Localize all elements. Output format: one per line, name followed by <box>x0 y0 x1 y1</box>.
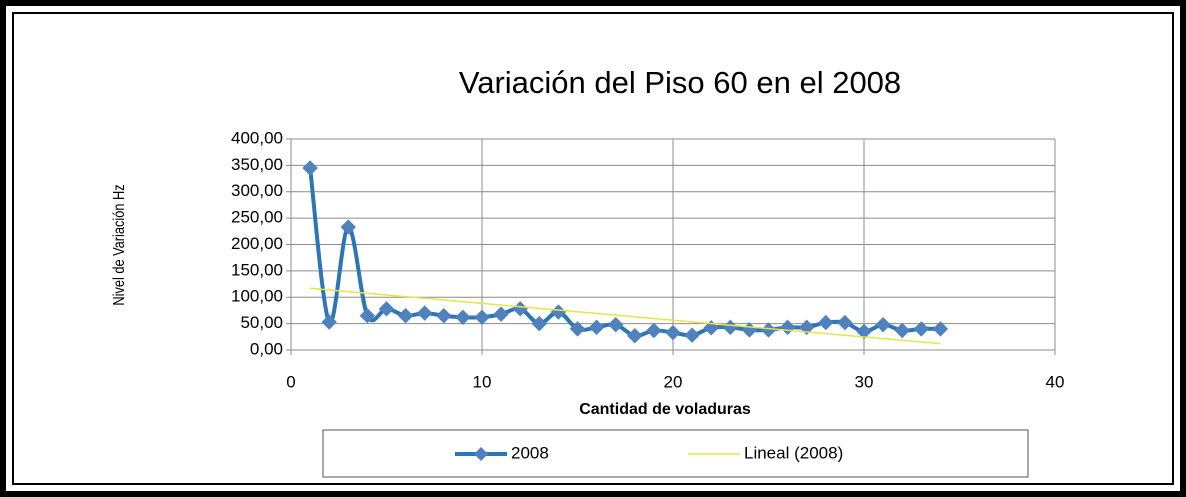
x-tick-label: 30 <box>855 372 874 391</box>
point <box>627 328 643 344</box>
y-tick-label: 200,00 <box>231 234 283 253</box>
point <box>474 309 490 326</box>
point <box>837 314 853 331</box>
x-axis-title: Cantidad de voladuras <box>579 401 751 418</box>
y-tick-label: 50,00 <box>240 313 283 332</box>
point <box>569 321 586 337</box>
point <box>359 308 376 324</box>
legend-marker <box>474 447 488 461</box>
x-tick-label: 0 <box>286 372 295 391</box>
point <box>646 322 662 339</box>
y-tick-label: 400,00 <box>231 128 283 147</box>
y-tick-label: 0,00 <box>250 339 283 358</box>
point <box>932 321 949 337</box>
point <box>436 308 452 324</box>
point <box>856 323 872 340</box>
point <box>493 306 509 322</box>
point <box>455 309 471 326</box>
point <box>913 321 930 337</box>
trend-line <box>310 287 941 345</box>
chart-title: Variación del Piso 60 en el 2008 <box>459 65 901 100</box>
point <box>779 319 796 336</box>
point <box>684 327 700 343</box>
x-tick-label: 40 <box>1046 372 1065 391</box>
point <box>416 305 433 321</box>
point <box>588 319 605 336</box>
point <box>397 308 414 324</box>
point <box>378 301 395 317</box>
point <box>818 314 834 331</box>
point <box>665 324 681 341</box>
legend-box <box>322 429 1029 478</box>
y-axis-title: Nivel de Variación Hz <box>111 184 129 305</box>
point <box>875 316 891 333</box>
point <box>894 322 910 339</box>
point <box>531 315 548 332</box>
point <box>607 316 624 333</box>
y-tick-label: 350,00 <box>231 155 283 174</box>
y-tick-label: 250,00 <box>231 208 283 227</box>
point <box>798 319 815 336</box>
legend-label: 2008 <box>511 443 549 462</box>
point <box>302 160 318 176</box>
legend-label: Lineal (2008) <box>744 443 843 462</box>
point <box>321 314 337 330</box>
y-tick-label: 150,00 <box>231 260 283 279</box>
point <box>340 219 357 235</box>
inner-frame <box>12 12 1174 485</box>
y-tick-label: 300,00 <box>231 181 283 200</box>
y-tick-label: 100,00 <box>231 287 283 306</box>
x-tick-label: 10 <box>473 372 492 391</box>
x-tick-label: 20 <box>664 372 683 391</box>
